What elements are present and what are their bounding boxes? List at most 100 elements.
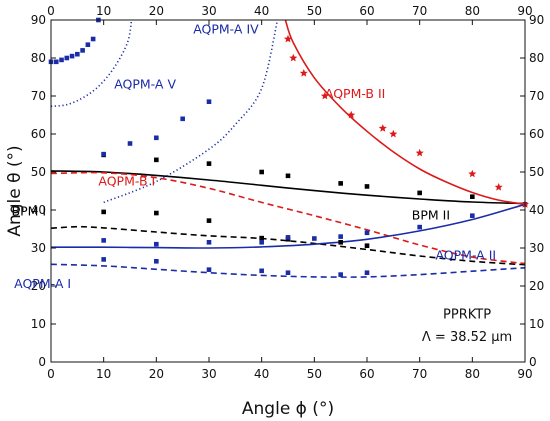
- data-point-blue: [101, 238, 106, 243]
- curve-label: AQPM-A I: [14, 276, 71, 291]
- x-tick-label-top: 10: [96, 4, 111, 18]
- y-tick-label: 40: [31, 203, 46, 217]
- x-tick-label: 30: [201, 367, 216, 381]
- curve-label: AQPM-B I: [98, 173, 155, 188]
- data-point-black: [154, 157, 159, 163]
- data-point-blue: [75, 51, 80, 57]
- curve-label: AQPM-A II: [435, 247, 496, 262]
- data-point-black: [154, 210, 159, 216]
- data-point-blue: [312, 236, 317, 241]
- data-point-star-red: [299, 69, 308, 77]
- data-point-blue: [53, 59, 59, 65]
- y-tick-label-right: 10: [529, 317, 544, 331]
- data-point-blue: [127, 141, 133, 146]
- curve-aqpm-b-ii: [284, 19, 526, 206]
- y-tick-label-right: 0: [529, 355, 537, 369]
- curve-label: AQPM-A V: [114, 76, 176, 91]
- x-tick-label: 80: [465, 367, 480, 381]
- x-tick-label-top: 40: [254, 4, 269, 18]
- y-tick-label: 50: [31, 165, 46, 179]
- data-point-black: [417, 190, 422, 196]
- curve-aqpm-a-ii: [51, 203, 526, 249]
- data-point-blue: [206, 267, 212, 272]
- data-point-star-red: [389, 129, 398, 138]
- data-point-star-red: [494, 183, 503, 191]
- data-point-black: [259, 235, 264, 241]
- data-point-blue: [338, 272, 343, 277]
- data-point-star-red: [284, 34, 292, 43]
- data-point-blue: [338, 234, 343, 239]
- data-point-black: [338, 240, 343, 245]
- y-tick-label-right: 90: [529, 13, 544, 27]
- data-point-blue: [64, 55, 70, 61]
- x-tick-label: 70: [412, 367, 427, 381]
- y-tick-label: 20: [31, 279, 46, 293]
- x-tick-label-top: 50: [307, 4, 322, 18]
- x-tick-label: 90: [517, 367, 532, 381]
- y-tick-label: 30: [31, 241, 46, 255]
- data-point-blue: [364, 270, 370, 275]
- data-point-star-red: [468, 169, 477, 178]
- curve-label: AQPM-B II: [325, 86, 385, 101]
- x-tick-label: 60: [359, 367, 374, 381]
- x-tick-label: 20: [149, 367, 164, 381]
- annotation-layer: AQPM-A IV AQPM-A V AQPM-B II AQPM-B I BPM I B…: [12, 21, 497, 291]
- x-tick-label-top: 30: [201, 4, 216, 18]
- curve-label: BPM I: [12, 204, 47, 219]
- data-point-blue: [154, 241, 159, 247]
- curve-label: AQPM-A IV: [193, 21, 259, 36]
- y-tick-label: 70: [31, 89, 46, 103]
- data-point-blue: [154, 259, 159, 264]
- data-point-blue: [285, 270, 291, 275]
- data-point-blue: [69, 53, 75, 59]
- y-tick-label-right: 60: [529, 127, 544, 141]
- data-point-star-red: [415, 148, 424, 157]
- y-tick-label-right: 40: [529, 203, 544, 217]
- data-point-blue: [417, 224, 422, 230]
- x-tick-label-top: 70: [412, 4, 427, 18]
- curve-label: BPM II: [412, 208, 450, 223]
- curve-bpm-ii: [50, 170, 526, 205]
- sample-name-note: PPRKTP: [443, 307, 491, 322]
- data-point-blue: [101, 257, 106, 262]
- curve-layer: [50, 19, 526, 278]
- data-point-blue: [90, 36, 96, 42]
- x-tick-label: 40: [254, 367, 269, 381]
- data-point-black: [206, 161, 212, 166]
- data-point-star-red: [320, 91, 329, 100]
- y-tick-label: 60: [31, 127, 46, 141]
- curve-aqpm-a-i: [50, 263, 526, 278]
- x-axis-title: Angle ϕ (°): [242, 399, 334, 419]
- x-tick-label-top: 0: [47, 4, 55, 18]
- x-tick-label: 0: [47, 367, 55, 381]
- x-tick-label-top: 20: [149, 4, 164, 18]
- plot-frame: [50, 19, 526, 363]
- x-tick-label: 10: [96, 367, 111, 381]
- data-point-black: [206, 218, 212, 223]
- data-point-black: [364, 184, 370, 189]
- data-point-blue: [154, 135, 159, 141]
- x-tick-label-top: 80: [465, 4, 480, 18]
- data-point-star-red: [347, 110, 356, 119]
- data-point-blue: [101, 151, 106, 157]
- data-point-blue: [85, 42, 91, 47]
- data-point-black: [364, 243, 370, 249]
- data-point-blue: [259, 240, 264, 245]
- y-tick-label: 80: [31, 51, 46, 65]
- data-point-black: [101, 209, 106, 215]
- period-note: Λ = 38.52 µm: [422, 330, 512, 345]
- data-point-black: [470, 194, 475, 199]
- marker-layer: [48, 17, 529, 277]
- y-tick-label: 10: [31, 317, 46, 331]
- y-tick-label: 90: [31, 13, 46, 27]
- y-tick-label: 0: [38, 355, 46, 369]
- y-tick-label-right: 70: [529, 89, 544, 103]
- data-point-black: [338, 181, 343, 186]
- y-tick-label-right: 80: [529, 51, 544, 65]
- data-point-black: [285, 173, 291, 179]
- y-axis-title: Angle θ (°): [5, 145, 25, 236]
- data-point-blue: [206, 99, 212, 104]
- x-tick-label: 50: [307, 367, 322, 381]
- y-tick-label-right: 30: [529, 241, 544, 255]
